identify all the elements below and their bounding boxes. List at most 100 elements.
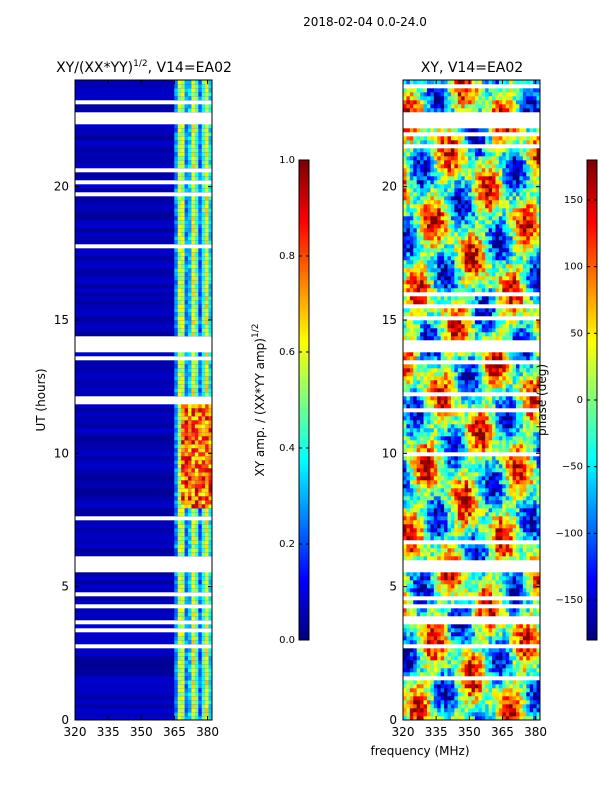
phase-cell (509, 480, 513, 485)
phase-cell (481, 656, 486, 661)
amplitude-cell (201, 508, 206, 513)
phase-cell (509, 424, 513, 429)
amplitude-cell (198, 452, 203, 457)
phase-cell (447, 544, 452, 549)
phase-cell (406, 672, 411, 677)
phase-cell (464, 352, 469, 357)
phase-cell (447, 632, 452, 637)
amplitude-row (75, 84, 212, 89)
phase-cell (529, 704, 534, 709)
phase-cell (529, 584, 534, 589)
amplitude-flagged-row (75, 336, 212, 341)
phase-cell (457, 400, 462, 405)
phase-cell (495, 640, 500, 645)
phase-cell (522, 448, 527, 453)
phase-cell (437, 556, 441, 561)
amplitude-cell (184, 156, 189, 161)
phase-cell (461, 440, 465, 445)
amplitude-cell (194, 488, 199, 493)
amplitude-cell (184, 432, 189, 437)
phase-cell (406, 640, 411, 645)
phase-cell (516, 628, 520, 633)
phase-cell (505, 608, 510, 613)
phase-cell (495, 532, 500, 537)
phase-cell (468, 668, 472, 673)
amplitude-cell (201, 664, 206, 669)
phase-cell (519, 520, 524, 525)
amplitude-cell (191, 232, 196, 237)
amplitude-cell (201, 384, 206, 389)
phase-cell (488, 708, 493, 713)
phase-cell (426, 476, 431, 481)
phase-cell (437, 580, 441, 585)
amplitude-cell (205, 124, 209, 129)
phase-cell (440, 704, 445, 709)
phase-cell (498, 692, 503, 697)
amplitude-row (75, 532, 212, 537)
phase-cell (526, 440, 531, 445)
phase-cell (516, 524, 520, 529)
phase-cell (457, 492, 462, 497)
amplitude-cell (194, 152, 199, 157)
phase-cell (444, 544, 448, 549)
amplitude-cell (184, 92, 189, 97)
amplitude-cell (205, 616, 209, 621)
phase-cell (461, 388, 465, 393)
amplitude-cell (191, 132, 196, 137)
amplitude-cell (188, 648, 192, 653)
phase-cell (437, 352, 441, 357)
phase-cell (495, 664, 500, 669)
phase-cell (440, 544, 445, 549)
phase-cell (447, 428, 452, 433)
phase-cell (498, 612, 503, 617)
amplitude-cell (181, 428, 185, 433)
amplitude-cell (208, 448, 213, 453)
phase-cell (533, 484, 537, 489)
amplitude-row (75, 716, 212, 721)
phase-cell (468, 416, 472, 421)
phase-cell (433, 636, 438, 641)
phase-cell (403, 600, 407, 605)
phase-cell (509, 420, 513, 425)
phase-cell (468, 628, 472, 633)
phase-cell (519, 532, 524, 537)
amplitude-colorbar-step (299, 544, 309, 549)
phase-cell (471, 608, 476, 613)
phase-cell (461, 704, 465, 709)
phase-cell (454, 648, 459, 653)
phase-cell (447, 484, 452, 489)
phase-cell (420, 632, 424, 637)
phase-cell (519, 356, 524, 361)
phase-cell (509, 636, 513, 641)
phase-cell (406, 472, 411, 477)
amplitude-cell (181, 472, 185, 477)
amplitude-row (75, 252, 212, 257)
phase-cell (444, 672, 448, 677)
amplitude-cell (198, 96, 203, 101)
amplitude-cell (184, 684, 189, 689)
phase-cell (488, 424, 493, 429)
phase-cell (516, 640, 520, 645)
phase-cell (529, 364, 534, 369)
amplitude-cell (191, 84, 196, 89)
phase-cell (529, 376, 534, 381)
phase-cell (498, 364, 503, 369)
amplitude-colorbar-step (299, 292, 309, 297)
phase-cell (457, 424, 462, 429)
phase-cell (529, 528, 534, 533)
phase-cell (454, 416, 459, 421)
phase-cell (403, 376, 407, 381)
phase-cell (478, 424, 483, 429)
amplitude-row (75, 408, 212, 413)
phase-cell (437, 520, 441, 525)
phase-cell (444, 684, 448, 689)
amplitude-cell (194, 80, 199, 85)
phase-flagged-row (403, 540, 540, 545)
amplitude-cell (194, 208, 199, 213)
amplitude-cell (181, 392, 185, 397)
amplitude-cell (174, 468, 179, 473)
phase-cell (536, 696, 541, 701)
phase-cell (516, 380, 520, 385)
amplitude-row (75, 712, 212, 717)
amplitude-colorbar-step (299, 216, 309, 221)
